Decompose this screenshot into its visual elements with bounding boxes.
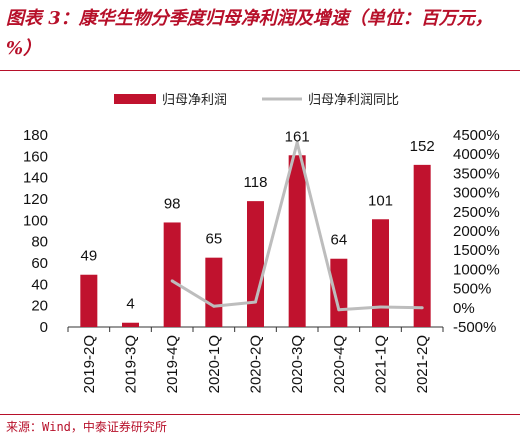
- bar: [80, 274, 98, 327]
- data-label: 101: [368, 192, 393, 209]
- bar: [163, 222, 181, 327]
- x-axis-tick-label: 2020-2Q: [248, 335, 265, 393]
- bar: [288, 155, 306, 327]
- title-divider: [0, 70, 520, 71]
- left-axis-tick-label: 0: [40, 319, 48, 336]
- x-axis-tick-label: 2019-3Q: [123, 335, 140, 393]
- source-divider: [0, 414, 520, 415]
- growth-point: [254, 300, 257, 304]
- growth-point: [379, 305, 382, 309]
- growth-point: [212, 304, 216, 308]
- left-axis-tick-label: 100: [23, 212, 48, 229]
- right-axis-tick-label: 4500%: [453, 127, 500, 144]
- data-label: 4: [126, 296, 134, 313]
- x-axis-tick-label: 2020-4Q: [331, 335, 348, 393]
- x-axis-tick-label: 2020-1Q: [206, 335, 223, 393]
- right-axis-tick-label: 2500%: [453, 204, 500, 221]
- bar: [330, 258, 348, 327]
- right-axis-tick-label: 1000%: [453, 261, 500, 278]
- bar: [122, 322, 139, 327]
- left-axis-tick-label: 20: [31, 298, 48, 315]
- right-axis-tick-label: 1500%: [453, 242, 500, 259]
- legend: 归母净利润 归母净利润同比: [114, 93, 399, 108]
- right-axis-tick-label: 3500%: [453, 165, 500, 182]
- data-label: 152: [410, 138, 435, 155]
- data-label: 65: [205, 231, 222, 248]
- x-axis-tick-label: 2021-2Q: [414, 335, 431, 393]
- left-axis-tick-label: 60: [31, 255, 48, 272]
- data-label: 118: [244, 174, 268, 191]
- right-axis-tick-label: 500%: [453, 281, 491, 298]
- left-axis-tick-label: 80: [31, 234, 48, 251]
- growth-point: [170, 279, 174, 283]
- bar: [205, 257, 223, 327]
- data-label: 64: [330, 232, 347, 249]
- left-axis-tick-label: 160: [23, 148, 48, 165]
- left-axis-tick-label: 120: [23, 191, 48, 208]
- left-axis-tick-label: 40: [31, 276, 48, 293]
- left-axis-tick-label: 140: [23, 170, 48, 187]
- x-axis-tick-label: 2019-2Q: [81, 335, 98, 393]
- left-axis-tick-label: 180: [23, 127, 48, 144]
- bar: [413, 164, 431, 327]
- data-label: 49: [80, 248, 97, 265]
- legend-bar-label: 归母净利润: [162, 93, 227, 108]
- line-series: [170, 141, 424, 312]
- x-axis-tick-label: 2021-1Q: [373, 335, 390, 393]
- x-axis-tick-label: 2019-4Q: [164, 335, 181, 393]
- right-axis-tick-label: -500%: [453, 319, 496, 336]
- right-axis-tick-label: 3000%: [453, 185, 500, 202]
- chart-title: 图表 3：康华生物分季度归母净利润及增速（单位：百万元，%）: [6, 8, 493, 59]
- growth-point: [295, 141, 299, 145]
- legend-bar-swatch: [114, 94, 156, 104]
- right-axis-tick-label: 2000%: [453, 223, 500, 240]
- growth-point: [420, 306, 424, 310]
- data-label: 98: [164, 195, 181, 212]
- data-label: 161: [285, 128, 310, 145]
- right-axis-tick-label: 4000%: [453, 146, 500, 163]
- growth-point: [337, 308, 341, 312]
- legend-line-label: 归母净利润同比: [308, 93, 399, 108]
- right-axis-tick-label: 0%: [453, 300, 475, 317]
- bar: [372, 219, 389, 327]
- x-axis-tick-label: 2020-3Q: [289, 335, 306, 393]
- data-labels: 49 4 98 65 118 161 64 101 152: [80, 128, 434, 312]
- bar: [247, 201, 264, 327]
- source-note: 来源：Wind，中泰证券研究所: [6, 420, 167, 434]
